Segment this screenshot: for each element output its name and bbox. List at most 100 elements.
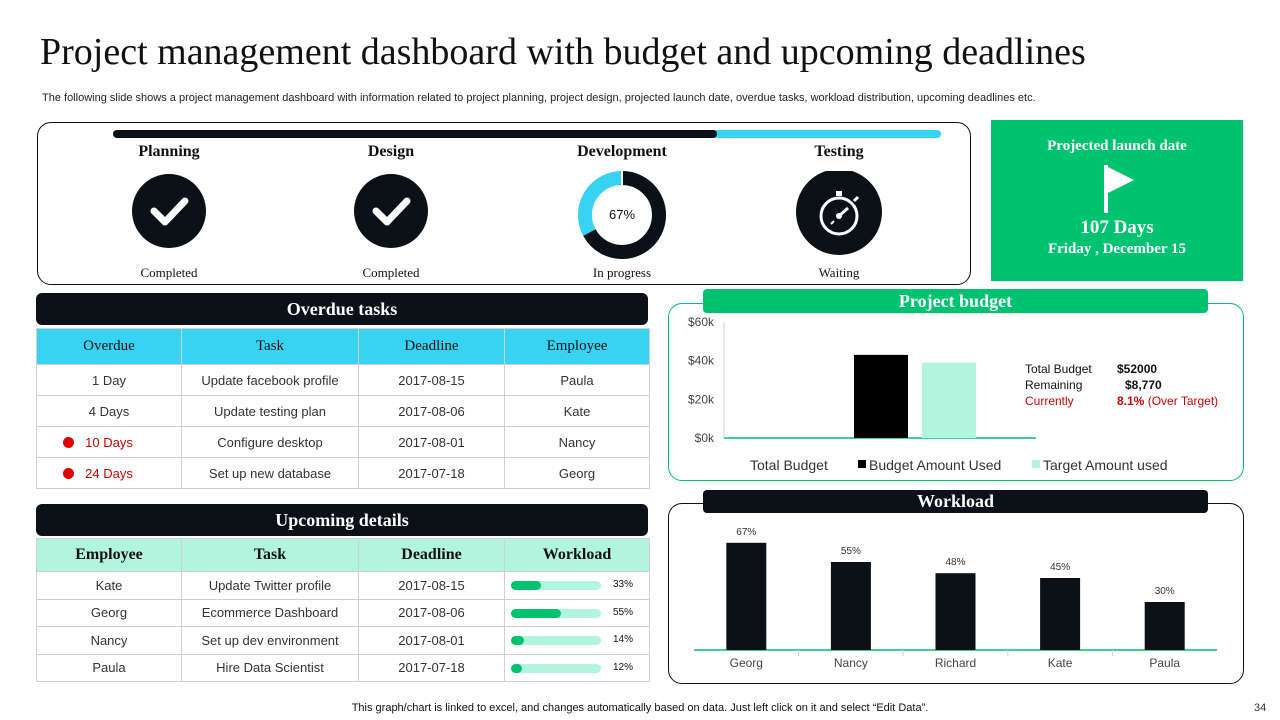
y-tick-label: $20k [688,392,715,406]
phase-status: Waiting [818,265,860,280]
task-cell: Update testing plan [181,395,359,427]
footer-note: This graph/chart is linked to excel, and… [351,702,929,714]
upcoming-table: Employee Task Deadline Workload Kate Upd… [36,538,650,682]
table-row: Georg Ecommerce Dashboard 2017-08-06 55% [36,598,650,627]
budget-chart: $0k $20k $40k $60k Total Budget Budget Amount… [688,315,1168,473]
data-label: 55% [841,546,861,557]
workload-bar [511,581,601,591]
deadline-cell: 2017-08-06 [358,395,505,427]
table-row: 24 Days Set up new database 2017-07-18 G… [36,457,650,489]
deadline-cell: 2017-08-06 [358,598,505,627]
phase-status: Completed [362,265,420,280]
workload-header: Workload [703,490,1208,513]
workload-bar [1144,602,1185,650]
task-cell: Set up new database [181,457,359,489]
total-budget-value: $52000 [1117,362,1158,376]
legend-label: Target Amount used [1043,457,1168,473]
deadline-cell: 2017-07-18 [358,653,505,682]
overdue-cell: 4 Days [36,395,182,427]
overdue-table: Overdue Task Deadline Employee 1 Day Upd… [36,328,650,489]
data-label: 45% [1050,562,1070,573]
workload-bar [935,573,976,650]
flag-icon [1104,165,1134,213]
currently-label: Currently [1025,394,1074,408]
employee-cell: Kate [36,571,182,600]
budget-bar [854,354,908,438]
employee-cell: Nancy [504,426,650,458]
upcoming-header: Upcoming details [36,504,648,536]
workload-percent: 55% [613,606,634,618]
column-header: Deadline [358,328,505,365]
phase-testing: Testing Waiting [754,143,924,281]
table-header-row: Employee Task Deadline Workload [36,538,650,572]
launch-label: Projected launch date [1047,138,1187,154]
x-tick-label: Paula [1149,656,1180,670]
phase-status: In progress [592,265,652,280]
phase-name: Development [577,143,667,160]
x-tick-label: Georg [730,656,763,670]
overdue-cell: 1 Day [36,364,182,396]
employee-cell: Kate [504,395,650,427]
table-row: 1 Day Update facebook profile 2017-08-15… [36,364,650,396]
phase-status: Completed [140,265,198,280]
phase-progress-bar [113,130,941,138]
workload-bar [830,562,871,650]
employee-cell: Nancy [36,626,182,655]
phase-name: Design [367,143,415,160]
alert-dot-icon [63,468,74,479]
phase-development: Development 67% In progress [537,143,707,281]
workload-bar [726,542,767,650]
legend-label: Budget Amount Used [869,457,1001,473]
x-tick-label: Nancy [834,656,868,670]
employee-cell: Georg [504,457,650,489]
currently-value: 8.1% [1117,394,1145,408]
check-icon [125,171,213,259]
column-header: Overdue [36,328,182,365]
page-subtitle: The following slide shows a project mana… [42,92,1036,104]
page-title: Project management dashboard with budget… [40,31,1086,73]
launch-days: 107 Days [1080,217,1154,238]
phase-name: Planning [138,143,200,160]
employee-cell: Paula [504,364,650,396]
column-header: Workload [504,538,650,572]
task-cell: Update facebook profile [181,364,359,396]
workload-percent: 12% [613,661,634,673]
task-cell: Ecommerce Dashboard [181,598,359,627]
x-tick-label: Richard [935,656,976,670]
deadline-cell: 2017-08-15 [358,364,505,396]
deadline-cell: 2017-08-01 [358,626,505,655]
budget-info: Total Budget $52000 Remaining $8,770 Curre… [1025,361,1218,409]
remaining-value: $8,770 [1125,378,1162,392]
employee-cell: Georg [36,598,182,627]
overdue-cell: 10 Days [36,426,182,458]
table-row: Nancy Set up dev environment 2017-08-01 … [36,626,650,655]
data-label: 67% [736,527,756,538]
workload-bar [511,636,601,646]
table-row: 4 Days Update testing plan 2017-08-06 Ka… [36,395,650,427]
workload-bar [511,663,601,673]
deadline-cell: 2017-08-01 [358,426,505,458]
page-number: 34 [1254,702,1267,714]
table-header-row: Overdue Task Deadline Employee [36,328,650,365]
workload-cell: 12% [504,653,650,682]
currently-note: (Over Target) [1147,394,1219,408]
launch-date: Friday , December 15 [1047,241,1187,257]
task-cell: Hire Data Scientist [181,653,359,682]
check-icon [347,171,435,259]
column-header: Employee [36,538,182,572]
budget-bar [922,362,976,438]
column-header: Employee [504,328,650,365]
task-cell: Set up dev environment [181,626,359,655]
task-cell: Update Twitter profile [181,571,359,600]
workload-cell: 33% [504,571,650,600]
y-tick-label: $0k [695,431,715,445]
stopwatch-icon [795,169,883,259]
task-cell: Configure desktop [181,426,359,458]
legend-label: Total Budget [750,457,828,473]
total-budget-label: Total Budget [1025,362,1092,376]
data-label: 48% [945,557,965,568]
table-row: 10 Days Configure desktop 2017-08-01 Nan… [36,426,650,458]
workload-cell: 55% [504,598,650,627]
phase-planning: Planning Completed [84,143,254,281]
phase-name: Testing [814,143,864,160]
